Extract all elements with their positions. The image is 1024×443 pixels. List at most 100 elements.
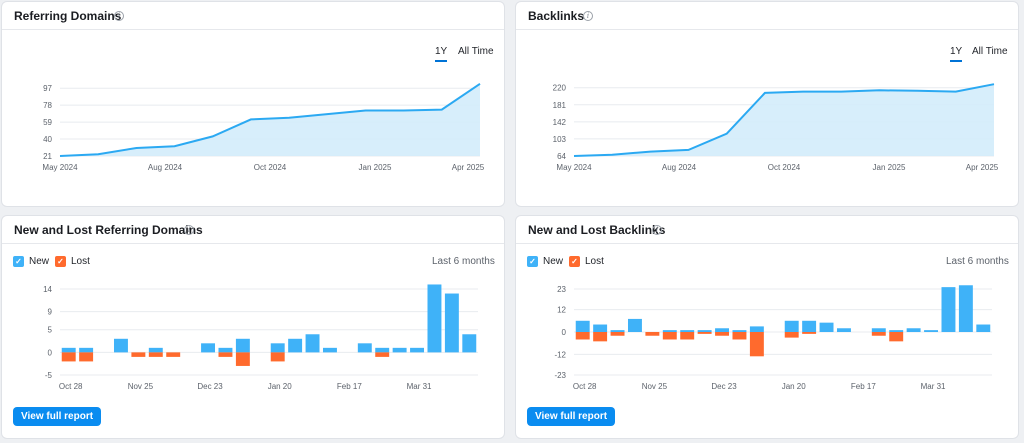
lost-checkbox[interactable]: ✓ (569, 256, 580, 267)
bar-new (462, 334, 477, 353)
y-tick-label: 64 (557, 152, 566, 161)
bar-lost (235, 352, 250, 366)
period-label: Last 6 months (946, 256, 1009, 267)
bar-new (575, 320, 590, 332)
card-title: Backlinks (528, 9, 585, 23)
bar-lost (680, 332, 695, 340)
info-icon[interactable]: i (652, 225, 662, 235)
bar-lost (218, 352, 233, 357)
y-tick-label: 0 (562, 328, 567, 337)
bar-new (322, 347, 337, 353)
range-1y-tab[interactable]: 1Y (435, 46, 448, 62)
series-line (59, 82, 481, 157)
bar-lost (575, 332, 590, 340)
card-title: New and Lost Referring Domains (14, 223, 203, 237)
bar-new (941, 287, 956, 332)
y-tick-label: 59 (43, 118, 52, 127)
x-tick-label: Dec 23 (711, 382, 737, 391)
card-header: Backlinks i (516, 2, 1018, 30)
bar-new (392, 347, 407, 353)
bar-new (270, 343, 285, 353)
x-tick-label: Oct 2024 (254, 163, 287, 172)
bar-lost (662, 332, 677, 340)
bar-new (732, 330, 747, 332)
x-tick-label: Dec 23 (197, 382, 223, 391)
bar-new (610, 330, 625, 332)
view-full-report-button[interactable]: View full report (13, 407, 102, 426)
bar-new (784, 320, 799, 332)
info-icon[interactable]: i (114, 11, 124, 21)
view-full-report-button[interactable]: View full report (527, 407, 616, 426)
y-tick-label: 220 (553, 84, 567, 93)
bar-new (715, 328, 730, 332)
y-tick-label: 0 (48, 348, 53, 357)
x-tick-label: Jan 20 (782, 382, 807, 391)
bar-new (148, 347, 163, 353)
bar-new (836, 328, 851, 332)
x-tick-label: Oct 28 (573, 382, 597, 391)
bar-new (627, 318, 642, 332)
x-tick-label: May 2024 (42, 163, 78, 172)
y-tick-label: 23 (557, 285, 566, 294)
new-legend-label: New (29, 256, 50, 267)
range-1y-tab[interactable]: 1Y (950, 46, 963, 62)
bar-lost (645, 332, 660, 336)
x-tick-label: Apr 2025 (966, 163, 999, 172)
x-tick-label: Feb 17 (337, 382, 362, 391)
bar-lost (131, 352, 146, 357)
bar-new (79, 347, 94, 353)
y-tick-label: 40 (43, 135, 52, 144)
bar-new (427, 284, 442, 353)
range-all-time-tab[interactable]: All Time (972, 46, 1008, 57)
bar-new (889, 330, 904, 332)
new-checkbox[interactable]: ✓ (527, 256, 538, 267)
bar-new (958, 285, 973, 332)
y-tick-label: 103 (553, 135, 567, 144)
bar-new (819, 322, 834, 332)
bar-lost (697, 332, 712, 334)
y-tick-label: 21 (43, 152, 52, 161)
bar-new (201, 343, 216, 353)
x-tick-label: Mar 31 (407, 382, 432, 391)
referring-domains-card: Referring Domains i 1Y All Time (1, 1, 505, 207)
x-tick-label: Oct 28 (59, 382, 83, 391)
series-line (573, 83, 995, 157)
bar-new (235, 338, 250, 353)
bar-lost (593, 332, 608, 342)
y-tick-label: -12 (554, 350, 566, 359)
new-checkbox[interactable]: ✓ (13, 256, 24, 267)
period-label: Last 6 months (432, 256, 495, 267)
range-all-time-tab[interactable]: All Time (458, 46, 494, 57)
info-icon[interactable]: i (184, 225, 194, 235)
bar-new (357, 343, 372, 353)
info-icon[interactable]: i (583, 11, 593, 21)
area-fill (60, 83, 480, 156)
x-tick-label: Nov 25 (128, 382, 154, 391)
bar-lost (610, 332, 625, 336)
y-tick-label: 12 (557, 306, 566, 315)
bar-new (305, 334, 320, 353)
new-lost-referring-domains-card: New and Lost Referring Domains i (1, 215, 505, 439)
bar-new (871, 328, 886, 332)
x-tick-label: Aug 2024 (662, 163, 697, 172)
lost-legend-label: Lost (585, 256, 604, 267)
y-tick-label: 142 (553, 118, 567, 127)
bar-lost (802, 332, 817, 334)
bar-new (61, 347, 76, 353)
bar-new (697, 330, 712, 332)
bar-lost (79, 352, 94, 362)
bar-new (444, 293, 459, 353)
card-title: New and Lost Backlinks (528, 223, 666, 237)
card-header: New and Lost Referring Domains i (2, 216, 504, 244)
x-tick-label: May 2024 (556, 163, 592, 172)
bar-lost (61, 352, 76, 362)
x-tick-label: Jan 2025 (359, 163, 392, 172)
lost-checkbox[interactable]: ✓ (55, 256, 66, 267)
bar-new (375, 347, 390, 353)
y-tick-label: -5 (45, 371, 53, 380)
bar-lost (732, 332, 747, 340)
y-tick-label: 5 (48, 326, 53, 335)
